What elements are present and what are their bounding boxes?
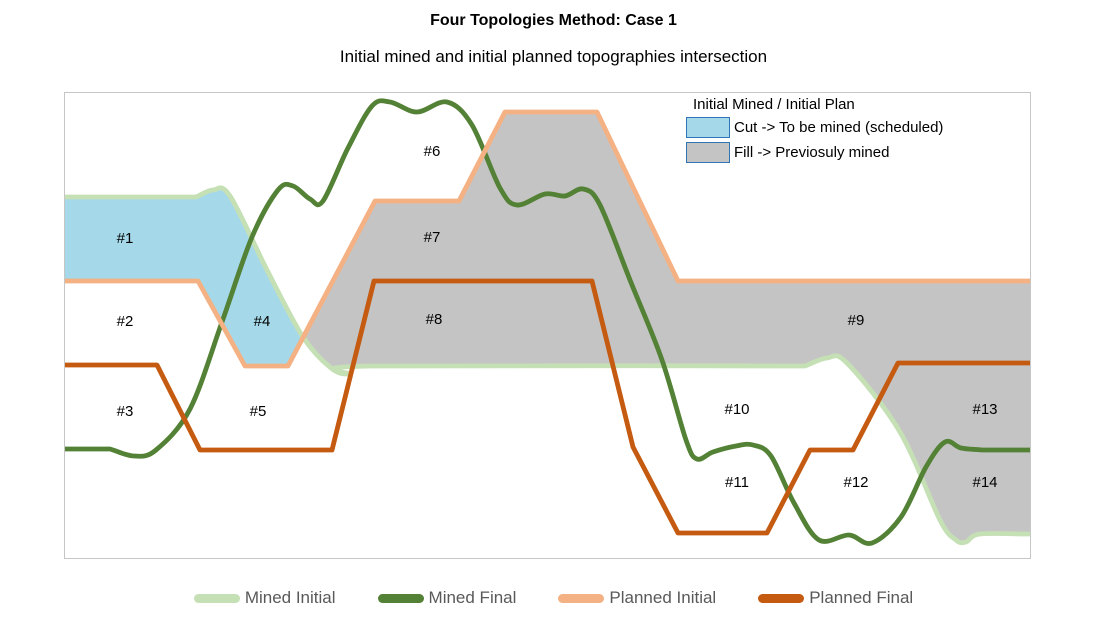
region-label-3: #3 xyxy=(117,403,134,420)
legend-label-planned-initial: Planned Initial xyxy=(609,588,717,607)
fill-legend-row: Fill -> Previosuly mined xyxy=(686,142,943,163)
series-line-planned-final xyxy=(65,278,1030,536)
region-label-8: #8 xyxy=(426,311,443,328)
cut-region xyxy=(65,187,303,366)
cut-fill-legend: Initial Mined / Initial Plan Cut -> To b… xyxy=(686,96,943,167)
chart-canvas: #1 #2 #3 #4 #5 #6 #7 #8 #9 #10 #11 #12 #13 #14 xyxy=(65,98,1030,546)
cut-legend-row: Cut -> To be mined (scheduled) xyxy=(686,117,943,138)
region-label-11: #11 xyxy=(725,474,749,491)
legend-item-mined-final: Mined Final xyxy=(377,588,517,608)
region-label-2: #2 xyxy=(117,313,134,330)
cut-swatch xyxy=(686,117,730,138)
region-label-9: #9 xyxy=(848,312,865,329)
legend-label-mined-final: Mined Final xyxy=(428,588,517,607)
series-legend: Mined Initial Mined Final Planned Initial P… xyxy=(0,588,1107,608)
legend-label-planned-final: Planned Final xyxy=(809,588,914,607)
legend-swatch-mined-initial xyxy=(193,593,240,603)
region-label-6: #6 xyxy=(424,143,441,160)
region-label-7: #7 xyxy=(424,229,441,246)
legend-item-planned-initial: Planned Initial xyxy=(558,588,716,608)
legend-item-mined-initial: Mined Initial xyxy=(193,588,336,608)
legend-swatch-mined-final xyxy=(377,593,424,603)
region-label-12: #12 xyxy=(843,474,868,491)
fill-region xyxy=(303,112,1030,543)
legend-swatch-planned-initial xyxy=(558,593,605,603)
region-label-13: #13 xyxy=(972,401,997,418)
region-label-4: #4 xyxy=(254,313,271,330)
region-label-10: #10 xyxy=(724,401,749,418)
series-line-mined-initial xyxy=(65,185,1030,546)
cut-fill-legend-title: Initial Mined / Initial Plan xyxy=(693,96,855,113)
region-label-14: #14 xyxy=(972,474,997,491)
cut-legend-label: Cut -> To be mined (scheduled) xyxy=(734,119,944,136)
region-label-1: #1 xyxy=(117,230,134,247)
legend-label-mined-initial: Mined Initial xyxy=(244,588,336,607)
chart-subtitle: Initial mined and initial planned topogr… xyxy=(339,47,768,66)
region-label-5: #5 xyxy=(250,403,267,420)
series-line-planned-initial xyxy=(65,109,1030,369)
fill-legend-label: Fill -> Previosuly mined xyxy=(734,144,890,161)
chart-title: Four Topologies Method: Case 1 xyxy=(430,12,677,29)
legend-swatch-planned-final xyxy=(758,593,805,603)
legend-item-planned-final: Planned Final xyxy=(758,588,913,608)
fill-swatch xyxy=(686,142,730,163)
series-line-mined-final xyxy=(65,98,1030,546)
